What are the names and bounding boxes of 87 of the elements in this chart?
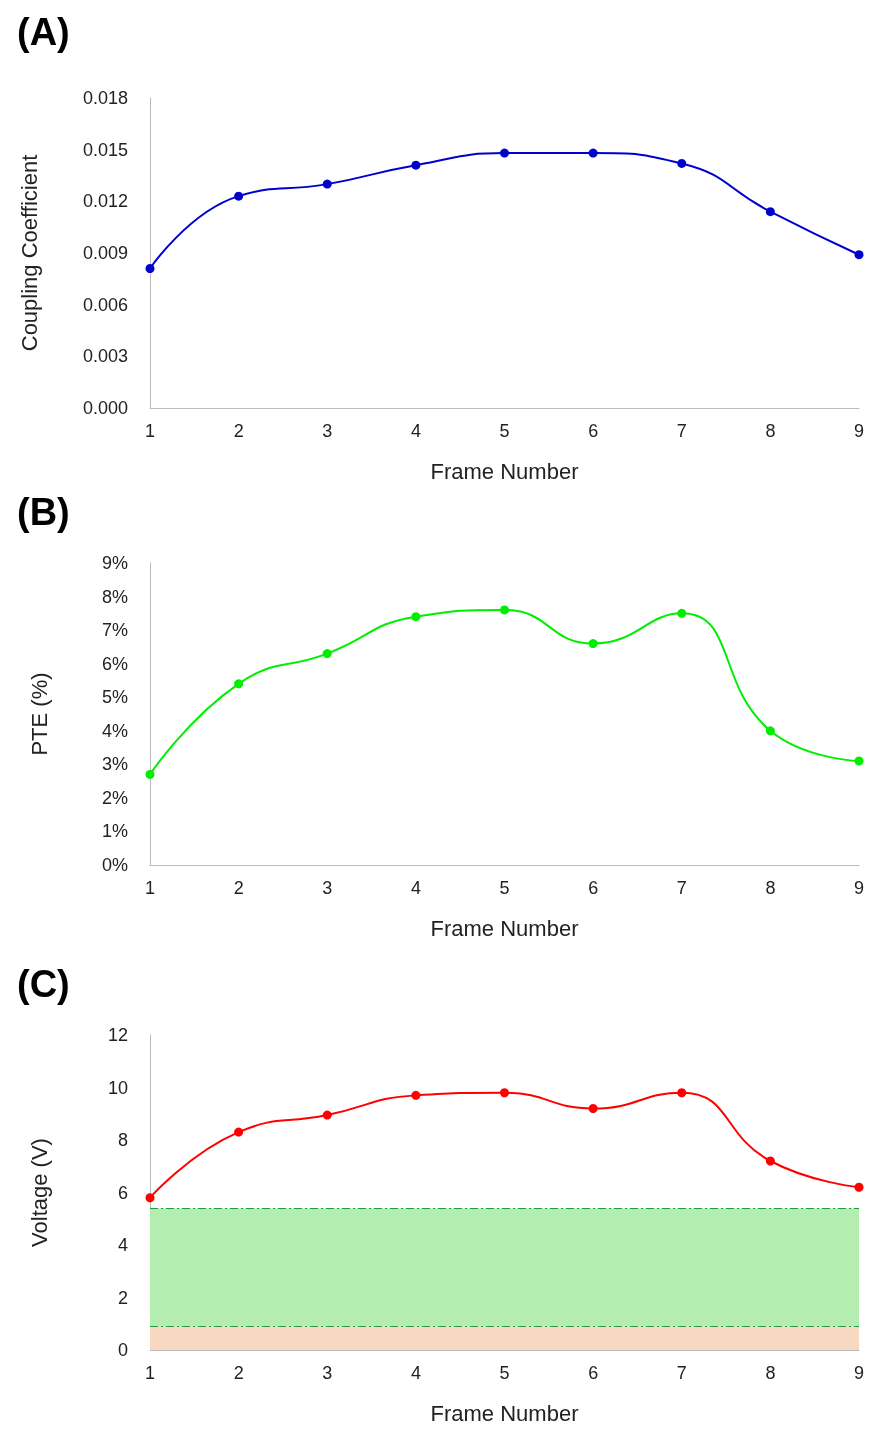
- x-tick-label: 2: [233, 878, 244, 898]
- x-tick-label: 4: [410, 1363, 421, 1383]
- point: [765, 726, 775, 736]
- point: [765, 207, 775, 217]
- x-tick-label: 8: [765, 1363, 776, 1383]
- point: [411, 1090, 421, 1100]
- x-tick-label: 9: [853, 421, 865, 441]
- point: [500, 605, 509, 615]
- y-tick-label: 12: [107, 1025, 128, 1045]
- y-tick-label: 0.003: [82, 346, 128, 367]
- y-tick-label: 7%: [101, 620, 128, 641]
- y-tick-label: 10: [107, 1077, 128, 1098]
- y-tick-label: 0: [117, 1340, 128, 1360]
- x-tick-label: 7: [676, 421, 687, 441]
- chart-title: (A): [17, 11, 70, 53]
- point: [145, 1193, 155, 1203]
- y-tick-label: 4%: [101, 720, 128, 741]
- x-tick-label: 1: [144, 1363, 156, 1383]
- point: [322, 649, 332, 659]
- x-tick-label: 5: [499, 878, 510, 898]
- point: [234, 191, 244, 201]
- y-tick-label: 2: [117, 1287, 128, 1308]
- x-tick-label: 6: [588, 421, 599, 441]
- y-tick-label: 9%: [101, 553, 128, 573]
- x-tick-label: 3: [322, 1363, 333, 1383]
- x-tick-label: 9: [853, 1363, 865, 1383]
- y-tick-label: 4: [117, 1235, 128, 1255]
- x-tick-label: 2: [233, 421, 244, 441]
- y-tick-label: 0.015: [82, 139, 128, 160]
- y-tick-label: 6%: [101, 653, 128, 674]
- x-tick-label: 5: [499, 1363, 510, 1383]
- point: [411, 160, 421, 170]
- y-tick-label: 8: [117, 1130, 128, 1150]
- point: [500, 1088, 509, 1098]
- point: [234, 679, 244, 689]
- chart-title: (C): [17, 963, 70, 1005]
- point: [588, 639, 598, 649]
- x-tick-label: 4: [410, 421, 421, 441]
- x-tick-label: 4: [410, 878, 421, 898]
- x-tick-label: 9: [853, 878, 865, 898]
- y-tick-label: 0.012: [82, 191, 128, 212]
- point: [322, 1110, 332, 1120]
- point: [677, 1088, 687, 1098]
- point: [677, 608, 687, 618]
- y-tick-label: 3%: [101, 754, 128, 775]
- y-axis-title: Voltage (V): [26, 1138, 52, 1247]
- y-axis-title: PTE (%): [26, 672, 52, 756]
- y-tick-label: 0%: [101, 855, 128, 875]
- point: [854, 756, 864, 766]
- y-tick-label: 6: [117, 1182, 128, 1203]
- x-tick-label: 8: [765, 421, 776, 441]
- y-tick-label: 2%: [101, 787, 128, 808]
- point: [854, 250, 864, 260]
- point: [145, 769, 155, 779]
- y-tick-label: 1%: [101, 821, 128, 842]
- point: [677, 158, 687, 168]
- x-tick-label: 6: [588, 878, 599, 898]
- y-tick-label: 0.000: [82, 398, 128, 418]
- x-tick-label: 8: [765, 878, 776, 898]
- point: [411, 612, 421, 622]
- x-tick-label: 6: [588, 1363, 599, 1383]
- x-axis-title: Frame Number: [430, 915, 579, 941]
- x-axis-title: Frame Number: [430, 1400, 579, 1426]
- x-tick-label: 3: [322, 878, 333, 898]
- x-tick-label: 2: [233, 1363, 244, 1383]
- point: [500, 148, 509, 158]
- point: [145, 264, 155, 273]
- chart-title: (B): [17, 491, 70, 533]
- x-tick-label: 5: [499, 421, 510, 441]
- y-tick-label: 0.006: [82, 294, 128, 315]
- point: [854, 1182, 864, 1192]
- y-axis-title: Coupling Coefficient: [16, 154, 42, 352]
- y-tick-label: 5%: [101, 687, 128, 708]
- y-tick-label: 0.018: [82, 88, 128, 108]
- y-tick-label: 0.009: [82, 243, 128, 263]
- y-tick-label: 8%: [101, 586, 128, 607]
- point: [588, 1104, 598, 1113]
- x-tick-label: 1: [144, 421, 156, 441]
- x-tick-label: 3: [322, 421, 333, 441]
- point: [588, 148, 598, 158]
- point: [322, 179, 332, 189]
- point: [234, 1127, 244, 1137]
- x-axis-title: Frame Number: [430, 458, 579, 484]
- x-tick-label: 7: [676, 878, 687, 898]
- x-tick-label: 7: [676, 1363, 687, 1383]
- point: [765, 1156, 775, 1166]
- x-tick-label: 1: [144, 878, 156, 898]
